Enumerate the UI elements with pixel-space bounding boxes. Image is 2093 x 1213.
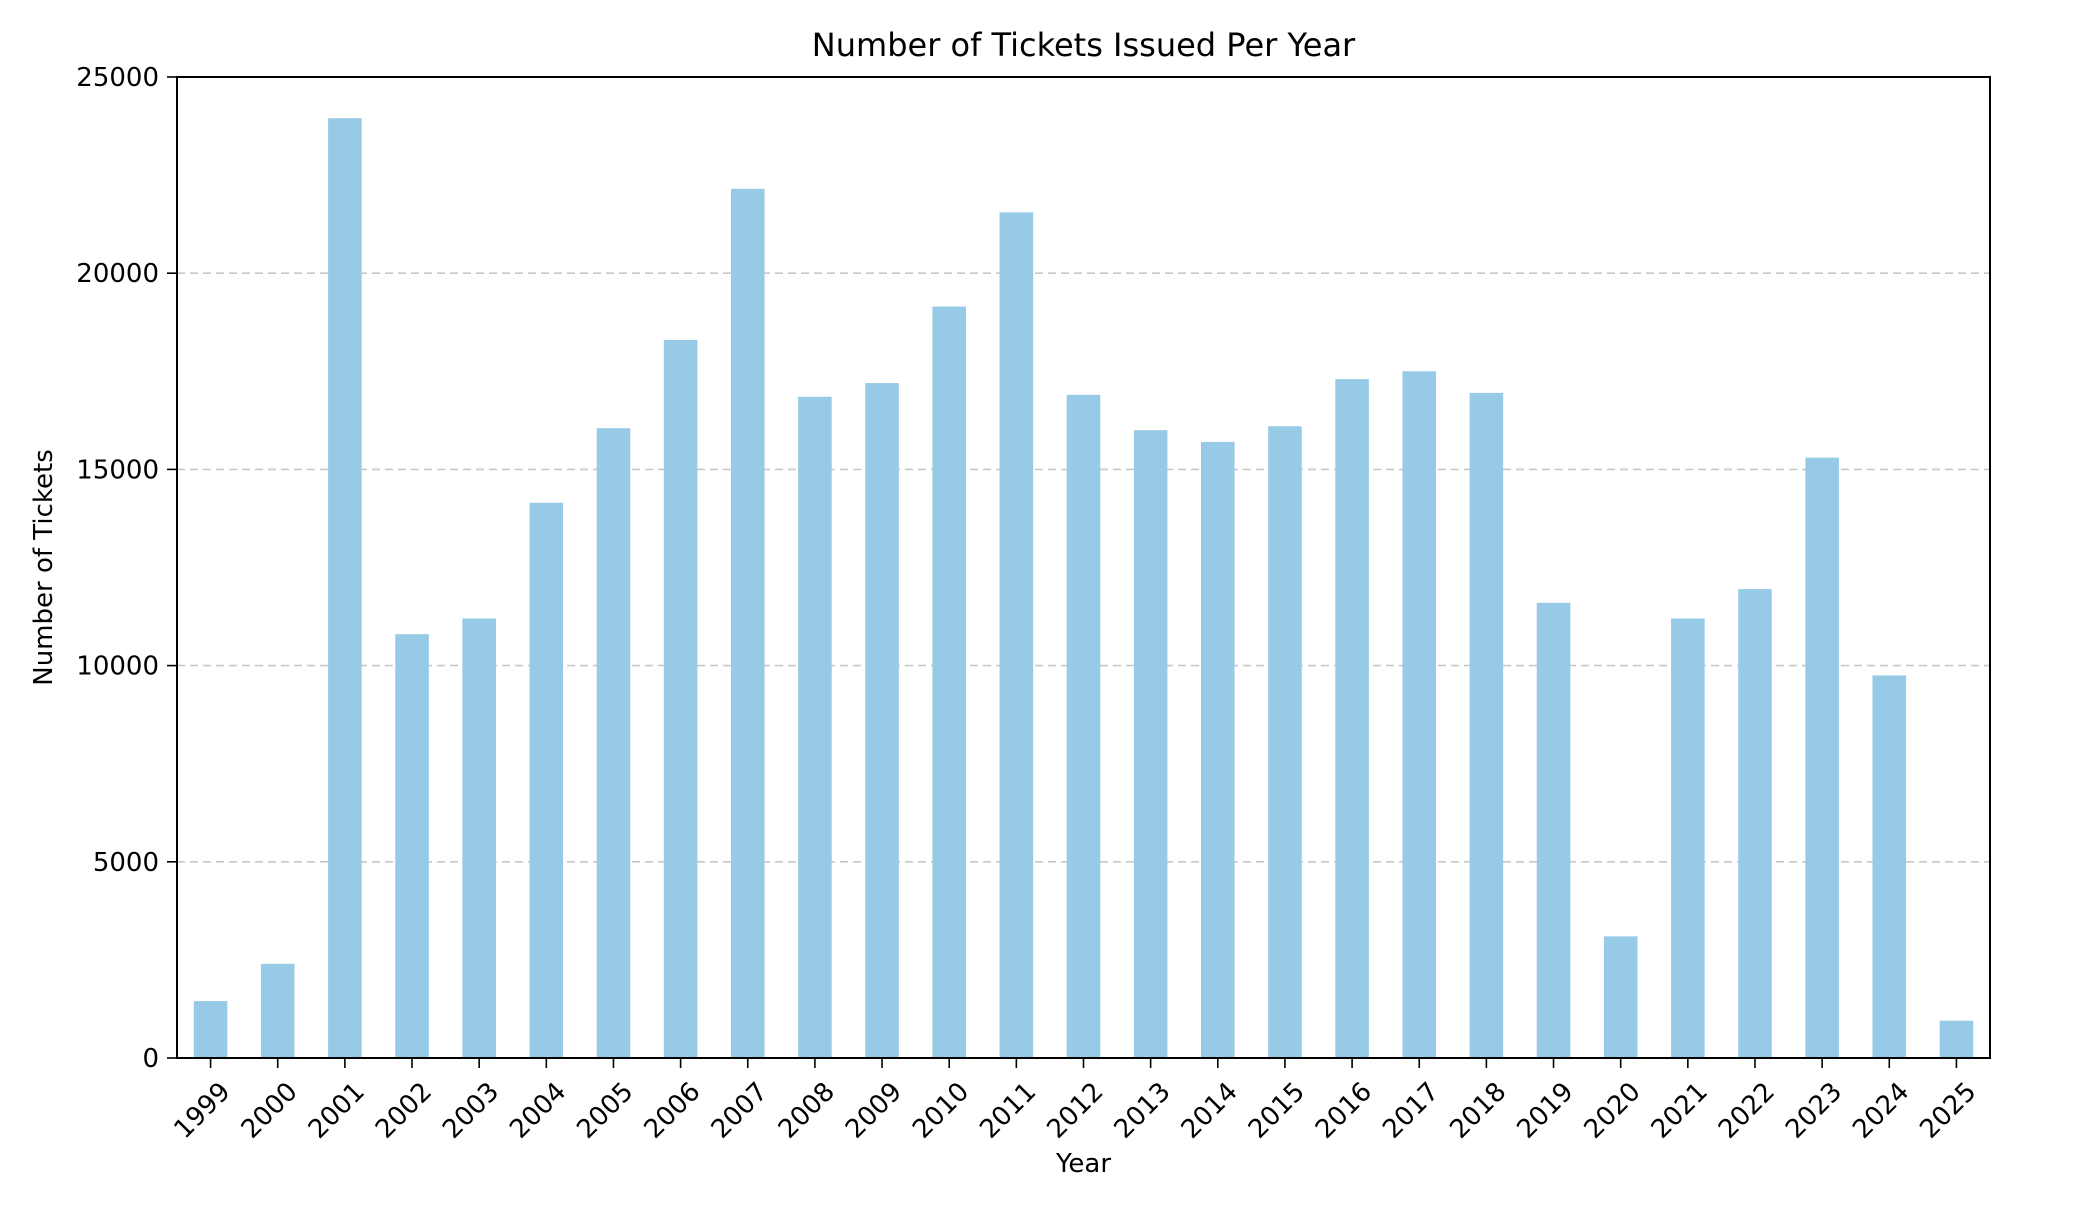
x-tick-label: 1999 — [169, 1077, 237, 1145]
bar-2007 — [730, 188, 765, 1059]
bar-2017 — [1402, 371, 1437, 1058]
y-axis-label: Number of Tickets — [29, 449, 59, 686]
y-tick-label: 25000 — [76, 63, 159, 93]
bars-layer — [193, 118, 1974, 1059]
bar-2010 — [932, 306, 966, 1059]
y-tick-label: 10000 — [76, 652, 159, 682]
x-tick-label: 2015 — [1243, 1077, 1311, 1145]
x-tick-label: 2022 — [1713, 1077, 1781, 1145]
bar-2006 — [663, 339, 698, 1059]
x-axis-ticks: 1999 2000 2001 2002 2003 2004 2005 2006 2007 2008… — [169, 1058, 1982, 1145]
x-tick-label: 2010 — [907, 1077, 975, 1145]
x-tick-label: 2006 — [639, 1077, 707, 1145]
bar-2022 — [1738, 589, 1772, 1058]
bar-2014 — [1201, 441, 1235, 1058]
x-tick-label: 2000 — [236, 1077, 304, 1145]
bar-2009 — [865, 383, 899, 1058]
bar-2021 — [1671, 618, 1705, 1058]
bar-2024 — [1872, 675, 1907, 1058]
x-tick-label: 2023 — [1780, 1077, 1848, 1145]
x-tick-label: 2014 — [1176, 1077, 1244, 1145]
bar-2018 — [1469, 392, 1504, 1059]
x-tick-label: 2005 — [571, 1077, 639, 1145]
x-tick-label: 2025 — [1914, 1077, 1982, 1145]
bar-2011 — [999, 212, 1034, 1059]
bar-2023 — [1805, 457, 1839, 1058]
x-tick-label: 2020 — [1579, 1077, 1647, 1145]
bar-2019 — [1536, 602, 1571, 1058]
bar-2001 — [328, 118, 362, 1058]
bar-2008 — [798, 396, 832, 1058]
x-tick-label: 2009 — [840, 1077, 908, 1145]
x-tick-label: 2019 — [1511, 1077, 1579, 1145]
bar-2020 — [1603, 936, 1638, 1058]
y-tick-label: 5000 — [93, 848, 159, 878]
x-tick-label: 2021 — [1646, 1077, 1714, 1145]
bar-2015 — [1268, 426, 1302, 1059]
y-tick-label: 0 — [142, 1044, 159, 1074]
bar-2000 — [260, 963, 295, 1058]
bar-2004 — [529, 502, 564, 1058]
x-tick-label: 2018 — [1444, 1077, 1512, 1145]
bar-1999 — [193, 1001, 228, 1058]
bar-2013 — [1133, 430, 1168, 1058]
chart-title: Number of Tickets Issued Per Year — [812, 26, 1356, 64]
x-tick-label: 2016 — [1310, 1077, 1378, 1145]
x-tick-label: 2011 — [974, 1077, 1042, 1145]
bar-2016 — [1335, 379, 1369, 1058]
bar-2012 — [1066, 394, 1101, 1058]
x-tick-label: 2008 — [773, 1077, 841, 1145]
x-axis-label: Year — [1055, 1149, 1111, 1179]
x-tick-label: 2004 — [504, 1077, 572, 1145]
bar-2003 — [462, 618, 496, 1058]
bar-2002 — [395, 634, 429, 1058]
x-tick-label: 2013 — [1109, 1077, 1177, 1145]
x-tick-label: 2007 — [706, 1077, 774, 1145]
x-tick-label: 2002 — [370, 1077, 438, 1145]
x-tick-label: 2024 — [1847, 1077, 1915, 1145]
y-tick-label: 20000 — [76, 259, 159, 289]
x-tick-label: 2012 — [1041, 1077, 1109, 1145]
y-axis-ticks: 0 5000 10000 15000 20000 25000 — [76, 63, 177, 1074]
x-tick-label: 2017 — [1377, 1077, 1445, 1145]
x-tick-label: 2001 — [303, 1077, 371, 1145]
x-tick-label: 2003 — [437, 1077, 505, 1145]
bar-2025 — [1939, 1020, 1974, 1058]
bar-2005 — [596, 428, 631, 1058]
y-tick-label: 15000 — [76, 455, 159, 485]
